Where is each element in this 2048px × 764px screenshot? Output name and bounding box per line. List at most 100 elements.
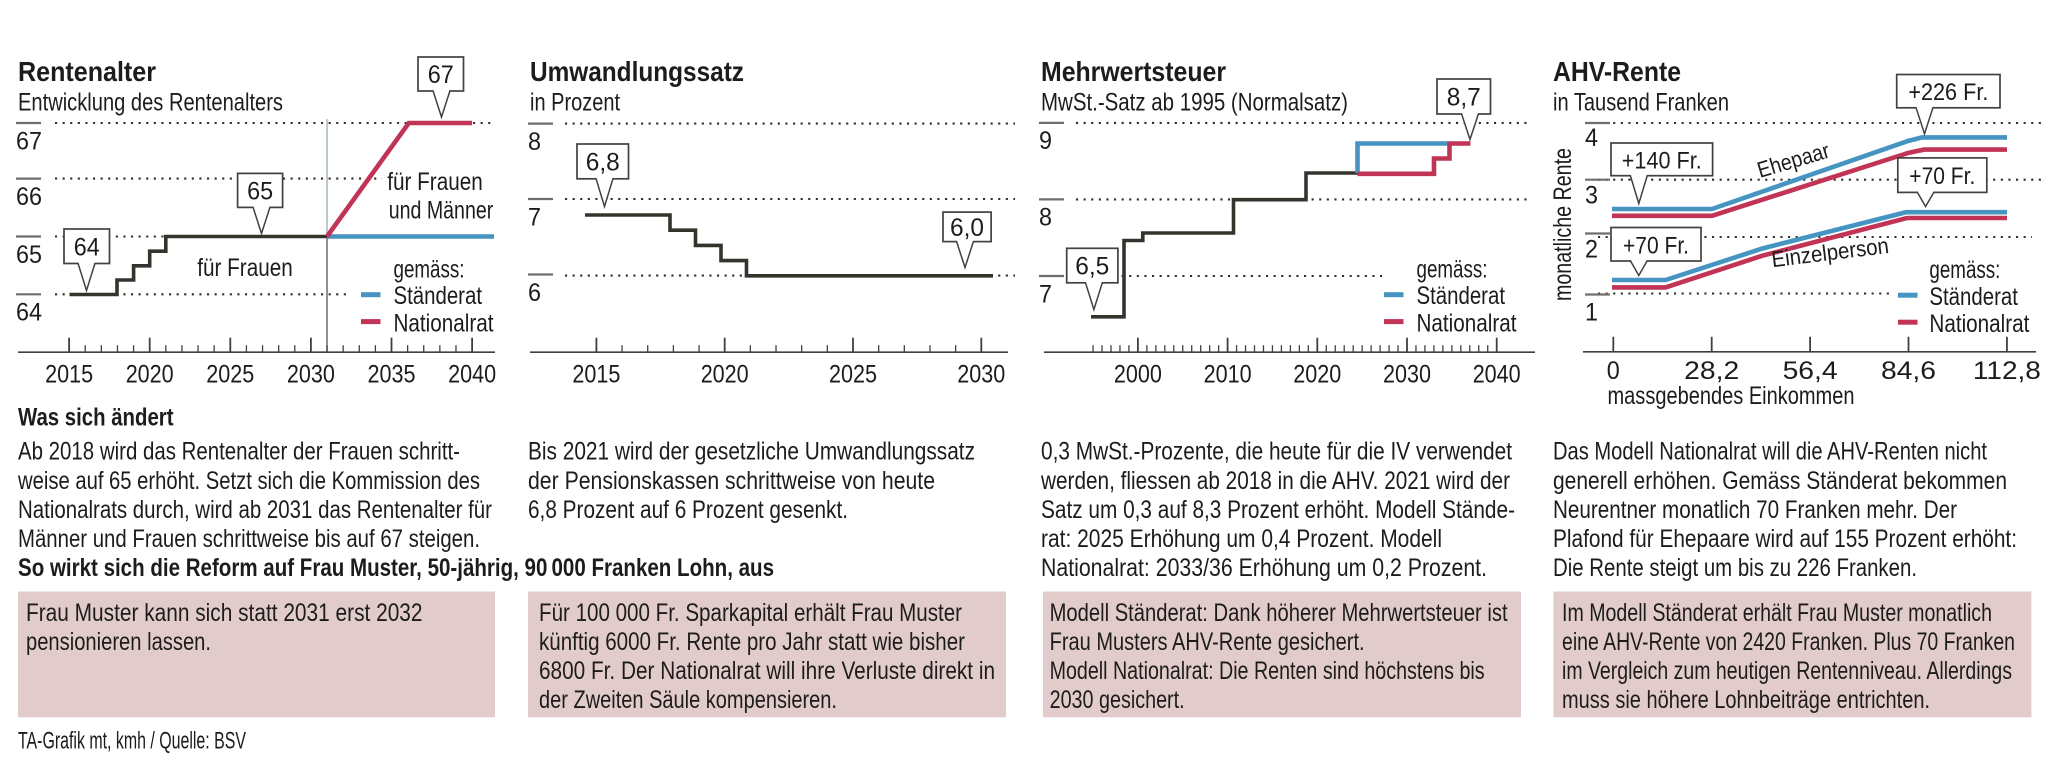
svg-text:Ständerat: Ständerat [1929,283,2018,311]
svg-text:Neurentner monatlich 70 Franke: Neurentner monatlich 70 Franken mehr. De… [1553,496,1957,524]
svg-text:8: 8 [528,128,541,156]
svg-text:Männer und Frauen schrittweise: Männer und Frauen schrittweise bis auf 6… [18,525,480,553]
svg-text:2030: 2030 [957,360,1005,388]
svg-text:Modell Ständerat: Dank höherer: Modell Ständerat: Dank höherer Mehrwerts… [1050,599,1508,627]
svg-text:generell erhöhen. Gemäss Ständ: generell erhöhen. Gemäss Ständerat bekom… [1553,467,2007,495]
svg-text:Umwandlungssatz: Umwandlungssatz [530,56,744,87]
svg-text:4: 4 [1585,124,1598,152]
svg-text:Entwicklung des Rentenalters: Entwicklung des Rentenalters [18,89,283,117]
svg-text:84,6: 84,6 [1881,357,1936,385]
svg-text:67: 67 [428,61,454,89]
svg-text:Plafond für Ehepaare wird auf: Plafond für Ehepaare wird auf 155 Prozen… [1553,525,2017,553]
svg-text:2040: 2040 [448,360,496,388]
svg-text:Für 100 000 Fr. Sparkapital er: Für 100 000 Fr. Sparkapital erhält Frau … [539,599,962,627]
svg-text:0: 0 [1607,357,1620,385]
svg-text:7: 7 [1039,280,1052,308]
svg-text:der Pensionskassen schrittweis: der Pensionskassen schrittweise von heut… [528,467,935,495]
svg-text:6,0: 6,0 [950,214,984,242]
svg-text:2025: 2025 [206,360,254,388]
svg-text:für Frauen: für Frauen [387,168,483,196]
svg-text:6800 Fr. Der Nationalrat will: 6800 Fr. Der Nationalrat will ihre Verlu… [539,657,995,685]
svg-text:in Prozent: in Prozent [530,89,620,117]
svg-text:der Zweiten Säule kompensieren: der Zweiten Säule kompensieren. [539,686,837,714]
svg-text:2015: 2015 [572,360,620,388]
svg-text:6,5: 6,5 [1075,253,1109,281]
svg-text:2020: 2020 [1293,360,1341,388]
svg-text:+140 Fr.: +140 Fr. [1622,147,1702,174]
svg-text:pensionieren lassen.: pensionieren lassen. [26,628,211,656]
svg-text:2025: 2025 [829,360,877,388]
svg-text:und Männer: und Männer [389,197,494,225]
svg-text:Nationalrat: 2033/36 Erhöhung: Nationalrat: 2033/36 Erhöhung um 0,2 Pro… [1041,554,1487,582]
svg-text:0,3 MwSt.-Prozente, die heute: 0,3 MwSt.-Prozente, die heute für die IV… [1041,438,1512,466]
svg-text:Modell Nationalrat: Die Renten: Modell Nationalrat: Die Renten sind höch… [1050,657,1485,685]
svg-text:7: 7 [528,203,541,231]
svg-text:+70 Fr.: +70 Fr. [1623,232,1689,259]
svg-text:1: 1 [1585,299,1598,327]
svg-text:Mehrwertsteuer: Mehrwertsteuer [1041,56,1226,87]
svg-text:muss sie höhere Lohnbeiträge e: muss sie höhere Lohnbeiträge entrichten. [1562,686,1930,714]
svg-text:AHV-Rente: AHV-Rente [1553,56,1681,87]
svg-text:2020: 2020 [126,360,174,388]
svg-text:Die Rente steigt um bis zu 226: Die Rente steigt um bis zu 226 Franken. [1553,554,1917,582]
svg-text:Nationalrat: Nationalrat [1929,310,2029,338]
svg-text:rat: 2025 Erhöhung um 0,4 Proz: rat: 2025 Erhöhung um 0,4 Prozent. Model… [1041,525,1442,553]
svg-text:2040: 2040 [1473,360,1521,388]
svg-text:werden, fliessen ab 2018 in di: werden, fliessen ab 2018 in die AHV. 202… [1040,467,1510,495]
svg-text:Nationalrat: Nationalrat [394,310,494,338]
svg-text:MwSt.-Satz ab 1995 (Normalsatz: MwSt.-Satz ab 1995 (Normalsatz) [1041,89,1348,117]
svg-text:Das Modell Nationalrat will di: Das Modell Nationalrat will die AHV-Rent… [1553,438,1987,466]
svg-text:2010: 2010 [1204,360,1252,388]
svg-text:6,8: 6,8 [586,148,620,176]
svg-text:Frau Musters AHV-Rente gesiche: Frau Musters AHV-Rente gesichert. [1050,628,1365,656]
svg-text:gemäss:: gemäss: [1929,256,2000,284]
svg-text:Frau Muster kann sich statt 20: Frau Muster kann sich statt 2031 erst 20… [26,599,423,627]
svg-text:gemäss:: gemäss: [1417,256,1488,284]
svg-text:für Frauen: für Frauen [197,254,293,282]
svg-text:3: 3 [1585,182,1598,210]
svg-text:67: 67 [16,127,42,155]
svg-text:8,7: 8,7 [1447,84,1481,112]
svg-text:+226 Fr.: +226 Fr. [1908,79,1988,106]
svg-text:2000: 2000 [1114,360,1162,388]
svg-text:massgebendes Einkommen: massgebendes Einkommen [1608,382,1855,410]
svg-text:65: 65 [247,177,273,205]
svg-text:66: 66 [16,183,42,211]
svg-text:weise auf 65 erhöht. Setzt sic: weise auf 65 erhöht. Setzt sich die Komm… [17,467,480,495]
svg-text:2: 2 [1585,236,1598,264]
svg-text:65: 65 [16,241,42,269]
svg-text:monatliche Rente: monatliche Rente [1549,148,1577,301]
svg-text:im Vergleich zum heutigen Rent: im Vergleich zum heutigen Rentenniveau. … [1562,657,2012,685]
svg-text:6: 6 [528,279,541,307]
svg-text:Satz um 0,3 auf 8,3 Prozent er: Satz um 0,3 auf 8,3 Prozent erhöht. Mode… [1041,496,1515,524]
svg-text:2030: 2030 [287,360,335,388]
svg-text:künftig 6000 Fr. Rente pro Jah: künftig 6000 Fr. Rente pro Jahr statt wi… [539,628,965,656]
svg-text:64: 64 [16,299,42,327]
svg-text:in Tausend Franken: in Tausend Franken [1553,89,1729,117]
svg-text:Rentenalter: Rentenalter [18,56,156,87]
svg-text:Ab 2018 wird das Rentenalter d: Ab 2018 wird das Rentenalter der Frauen … [18,438,460,466]
svg-text:2035: 2035 [368,360,416,388]
svg-text:Im Modell Ständerat erhält Fra: Im Modell Ständerat erhält Frau Muster m… [1562,599,1992,627]
svg-text:Nationalrats durch, wird ab 20: Nationalrats durch, wird ab 2031 das Ren… [18,496,492,524]
svg-text:gemäss:: gemäss: [394,256,465,284]
svg-text:Was sich ändert: Was sich ändert [18,403,174,431]
svg-text:2030: 2030 [1383,360,1431,388]
svg-text:2015: 2015 [45,360,93,388]
svg-text:8: 8 [1039,204,1052,232]
svg-text:So wirkt sich die Reform auf F: So wirkt sich die Reform auf Frau Muster… [18,554,774,582]
svg-text:Ständerat: Ständerat [1417,282,1506,310]
svg-text:56,4: 56,4 [1783,357,1838,385]
svg-text:2030 gesichert.: 2030 gesichert. [1050,686,1185,714]
svg-text:9: 9 [1039,127,1052,155]
svg-text:28,2: 28,2 [1684,357,1739,385]
svg-text:eine AHV-Rente von 2420 Franke: eine AHV-Rente von 2420 Franken. Plus 70… [1562,628,2015,656]
svg-text:Ständerat: Ständerat [394,282,483,310]
svg-text:TA-Grafik mt, kmh / Quelle: BS: TA-Grafik mt, kmh / Quelle: BSV [18,728,246,755]
svg-text:Nationalrat: Nationalrat [1417,310,1517,338]
svg-text:6,8 Prozent auf 6 Prozent gese: 6,8 Prozent auf 6 Prozent gesenkt. [528,496,848,524]
svg-text:2020: 2020 [701,360,749,388]
svg-text:+70 Fr.: +70 Fr. [1909,163,1975,190]
svg-text:Bis 2021 wird der gesetzliche: Bis 2021 wird der gesetzliche Umwandlung… [528,438,975,466]
svg-text:64: 64 [74,233,100,261]
